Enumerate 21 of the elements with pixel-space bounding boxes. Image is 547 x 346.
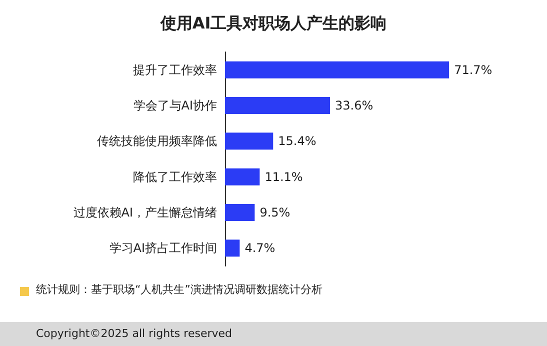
bar [225,240,240,257]
bar [225,97,330,114]
y-tick-label: 传统技能使用频率降低 [97,134,217,148]
text: Copyright©2025 all rights reserved [36,327,232,340]
bar [225,168,260,186]
data-label: 9.5% [260,206,290,220]
y-tick-label: 过度依赖AI，产生懈怠情绪 [73,206,217,220]
chart-title: 使用AI工具对职场人产生的影响 [159,14,387,32]
data-label: 33.6% [335,98,374,112]
data-label: 4.7% [244,241,276,256]
text: 统计规则：基于职场“人机共生”演进情况调研数据统计分析 [36,283,322,296]
y-tick-label: 学习AI挤占工作时间 [109,241,217,256]
y-tick-label: 降低了工作效率 [133,170,217,184]
y-tick-label: 学会了与AI协作 [133,98,217,112]
data-label: 11.1% [264,170,303,184]
y-tick-label: 提升了工作效率 [133,62,217,77]
data-label: 71.7% [454,62,492,77]
data-label: 15.4% [278,134,316,148]
bar [225,132,274,150]
bar [225,61,450,78]
bar [225,204,255,221]
